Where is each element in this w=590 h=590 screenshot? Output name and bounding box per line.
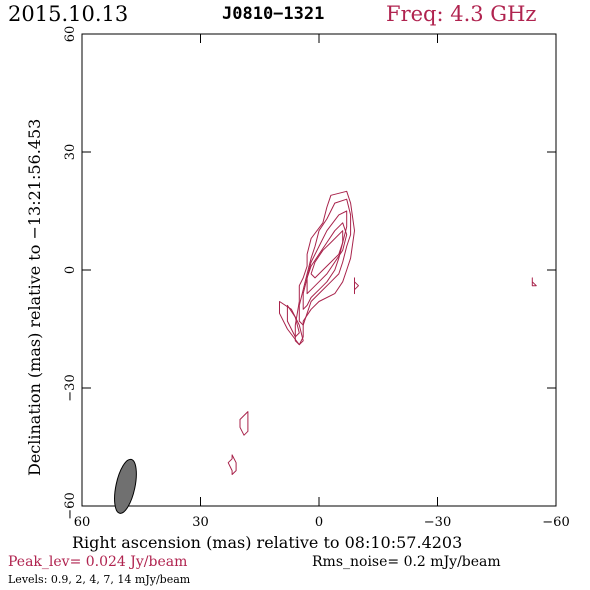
beam-shape — [114, 458, 137, 514]
x-tick-label: 30 — [192, 515, 209, 530]
observation-date: 2015.10.13 — [8, 2, 129, 26]
contour-core-14 — [310, 230, 344, 279]
peak-level: Peak_lev= 0.024 Jy/beam — [8, 554, 188, 570]
beam-ellipse — [114, 458, 137, 514]
y-tick-label: 0 — [63, 266, 78, 274]
plot-frame — [81, 33, 557, 507]
x-tick-label: 60 — [74, 515, 91, 530]
x-tick-label: −60 — [542, 515, 569, 530]
x-tick-label: −30 — [424, 515, 451, 530]
level-value: 14 mJy/beam — [117, 573, 191, 586]
contour-core-0.9 — [294, 190, 355, 346]
contour-comp-w2 — [531, 277, 537, 287]
frequency-label: Freq: 4.3 GHz — [386, 2, 537, 26]
contour-comp-e2 — [227, 454, 237, 475]
contour-knot-2 — [286, 304, 300, 338]
source-name: J0810−1321 — [222, 4, 325, 24]
x-tick-label: 0 — [315, 515, 323, 530]
y-tick-label: −30 — [63, 374, 78, 401]
rms-noise: Rms_noise= 0.2 mJy/beam — [312, 554, 501, 570]
x-tick-labels: 60 30 0 −30 −60 — [74, 515, 570, 530]
x-axis-title: Right ascension (mas) relative to 08:10:… — [72, 533, 462, 552]
y-tick-labels: −60 −30 0 30 60 — [63, 26, 78, 520]
contour-core-7 — [306, 222, 348, 295]
level-value: 4, — [89, 573, 100, 586]
contour-levels: Levels: 0.9, 2, 4, 7, 14 mJy/beam — [8, 573, 190, 586]
levels-prefix: Levels: — [8, 573, 48, 586]
y-tick-label: −60 — [63, 492, 78, 519]
level-value: 2, — [75, 573, 86, 586]
y-tick-label: 60 — [63, 26, 78, 43]
contour-comp-e1 — [239, 411, 249, 436]
contour-core-2 — [298, 198, 352, 326]
y-tick-label: 30 — [63, 144, 78, 161]
level-value: 0.9, — [50, 573, 72, 586]
y-axis-title: Declination (mas) relative to −13:21:56.… — [25, 119, 44, 476]
contour-comp-w1 — [354, 277, 359, 295]
axis-ticks — [81, 33, 557, 507]
contour-core-4 — [302, 210, 348, 310]
level-value: 7, — [103, 573, 114, 586]
contour-lines — [227, 190, 537, 475]
contour-knot-0.9 — [279, 301, 304, 346]
